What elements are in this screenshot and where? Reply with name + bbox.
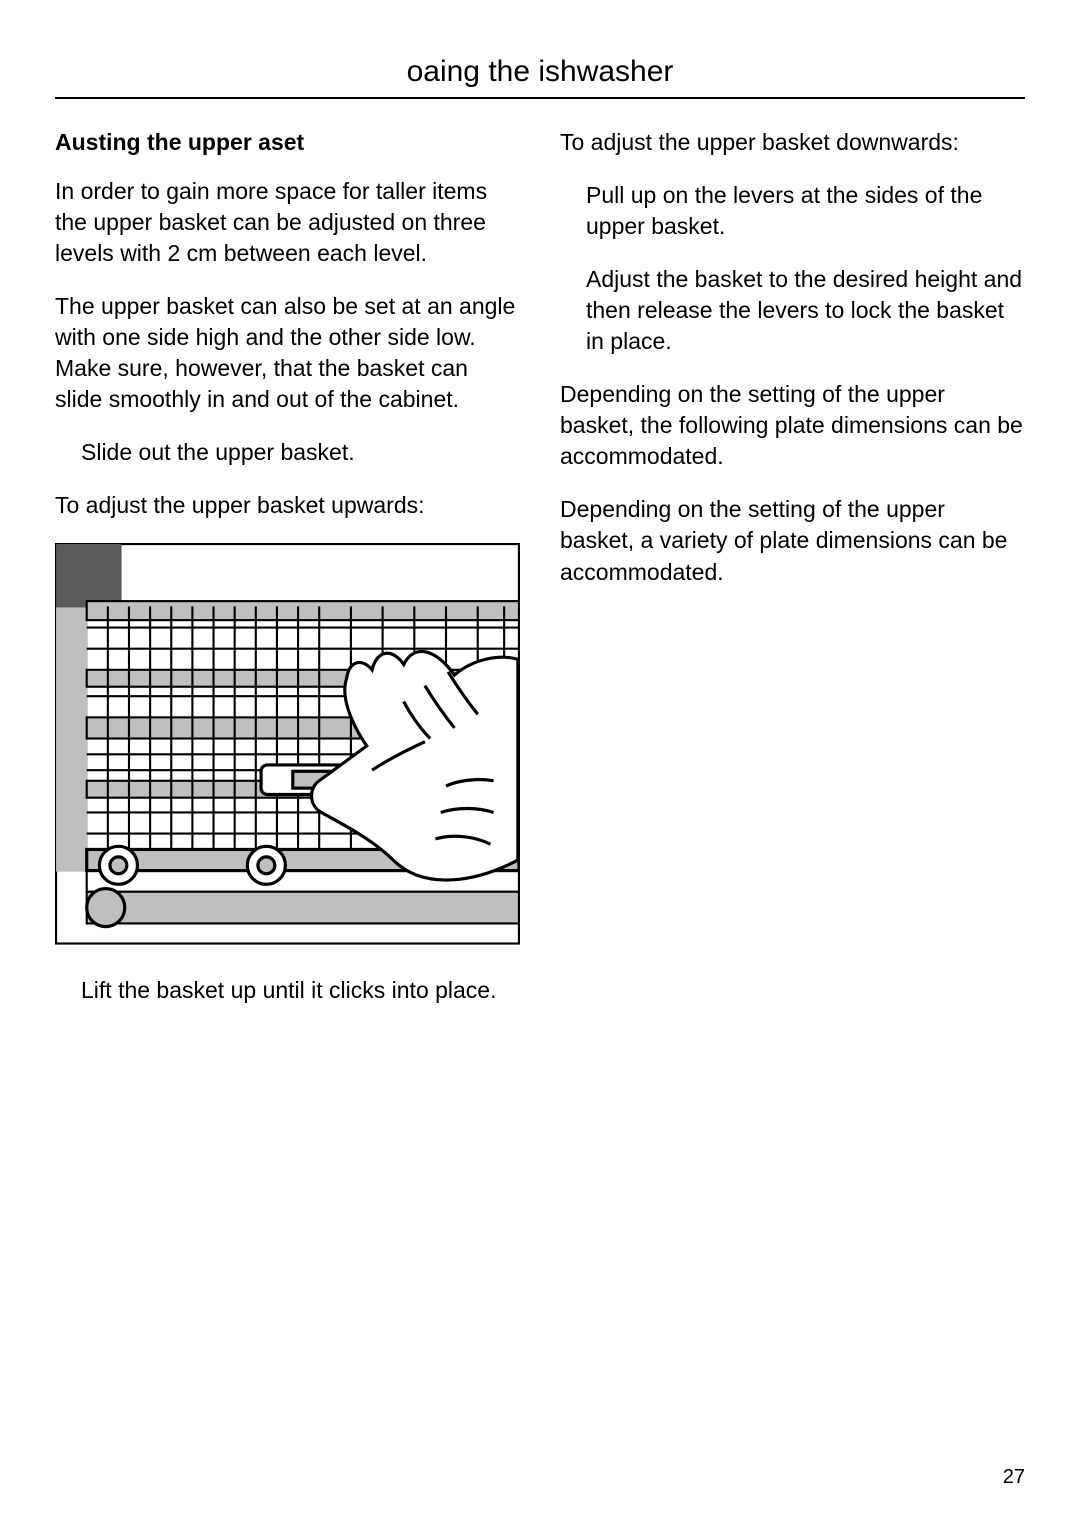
- left-paragraph-1: In order to gain more space for taller i…: [55, 176, 520, 269]
- page-number: 27: [1003, 1466, 1025, 1489]
- left-step-1: Slide out the upper basket.: [81, 437, 520, 468]
- left-paragraph-2: The upper basket can also be set at an a…: [55, 291, 520, 415]
- right-paragraph-3: Depending on the setting of the upper ba…: [560, 494, 1025, 587]
- right-step-1: Pull up on the levers at the sides of th…: [586, 180, 1025, 242]
- right-paragraph-2: Depending on the setting of the upper ba…: [560, 379, 1025, 472]
- right-paragraph-1: To adjust the upper basket downwards:: [560, 127, 1025, 158]
- page-title: oaing the ishwasher: [55, 55, 1025, 89]
- content-columns: Austing the upper aset In order to gain …: [55, 127, 1025, 1028]
- right-column: To adjust the upper basket downwards: Pu…: [560, 127, 1025, 1028]
- header-rule: [55, 97, 1025, 99]
- basket-illustration: [55, 543, 520, 945]
- right-step-2: Adjust the basket to the desired height …: [586, 264, 1025, 357]
- page: oaing the ishwasher Austing the upper as…: [0, 0, 1080, 1529]
- left-step-2: Lift the basket up until it clicks into …: [81, 975, 520, 1006]
- left-column: Austing the upper aset In order to gain …: [55, 127, 520, 1028]
- section-subhead: Austing the upper aset: [55, 127, 520, 158]
- left-paragraph-3: To adjust the upper basket upwards:: [55, 490, 520, 521]
